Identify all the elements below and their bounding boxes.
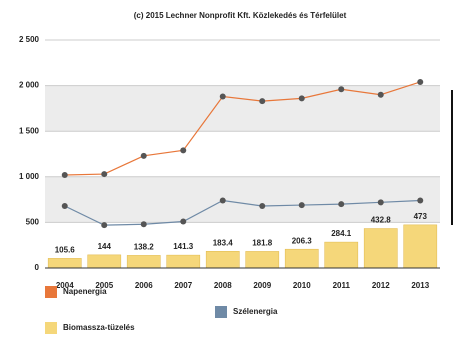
bar [403,224,438,269]
bar [363,228,398,269]
x-tick-label: 2007 [174,281,192,290]
point [101,222,108,229]
x-tick-label: 2012 [372,281,390,290]
legend-label: Napenergia [63,287,107,296]
grid-band [45,176,440,223]
y-tick-label: 2 000 [19,81,40,90]
x-tick-label: 2006 [135,281,153,290]
point [140,221,147,228]
y-tick-label: 1 500 [19,126,40,135]
line [64,199,421,226]
y-tick-label: 500 [26,218,40,227]
legend-swatch [215,306,227,318]
data-label: 181.8 [252,239,273,248]
data-label: 473 [414,212,428,221]
bar [245,251,280,269]
point [61,171,68,178]
y-tick-label: 0 [35,263,40,272]
data-label: 141.3 [173,242,194,251]
chart-title: (c) 2015 Lechner Nonprofit Kft. Közleked… [134,11,347,20]
x-tick-label: 2004 [56,281,74,290]
data-label: 105.6 [55,245,76,254]
bar [284,248,319,269]
point [140,152,147,159]
data-label: 138.2 [134,243,155,252]
point [298,202,305,209]
point [219,197,226,204]
point [417,78,424,85]
data-label: 183.4 [213,238,234,247]
legend-swatch [45,286,57,298]
data-label: 284.1 [331,229,352,238]
bar [126,255,161,269]
point [338,86,345,93]
point [180,218,187,225]
bar [205,251,240,269]
point [61,202,68,209]
x-tick-label: 2008 [214,281,232,290]
legend-label: Szélenergia [233,307,278,316]
data-label: 206.3 [292,236,313,245]
y-tick-label: 1 000 [19,172,40,181]
point [180,147,187,154]
point [338,201,345,208]
y-tick-label: 2 500 [19,35,40,44]
data-label: 144 [98,242,112,251]
point [377,199,384,206]
x-tick-label: 2009 [253,281,271,290]
point [259,98,266,105]
bar [166,254,201,269]
x-tick-label: 2010 [293,281,311,290]
grid-band [45,85,440,132]
x-tick-label: 2005 [95,281,113,290]
point [417,197,424,204]
bar [47,258,82,269]
point [219,93,226,100]
data-label: 432.8 [371,216,392,225]
legend-swatch [45,322,57,334]
line [64,81,421,176]
legend-label: Biomassza-tüzelés [63,323,135,332]
x-tick-label: 2013 [411,281,429,290]
bar [324,241,359,269]
x-tick-label: 2011 [333,281,351,290]
point [298,95,305,102]
point [101,171,108,178]
bar [87,254,122,269]
point [259,202,266,209]
point [377,91,384,98]
